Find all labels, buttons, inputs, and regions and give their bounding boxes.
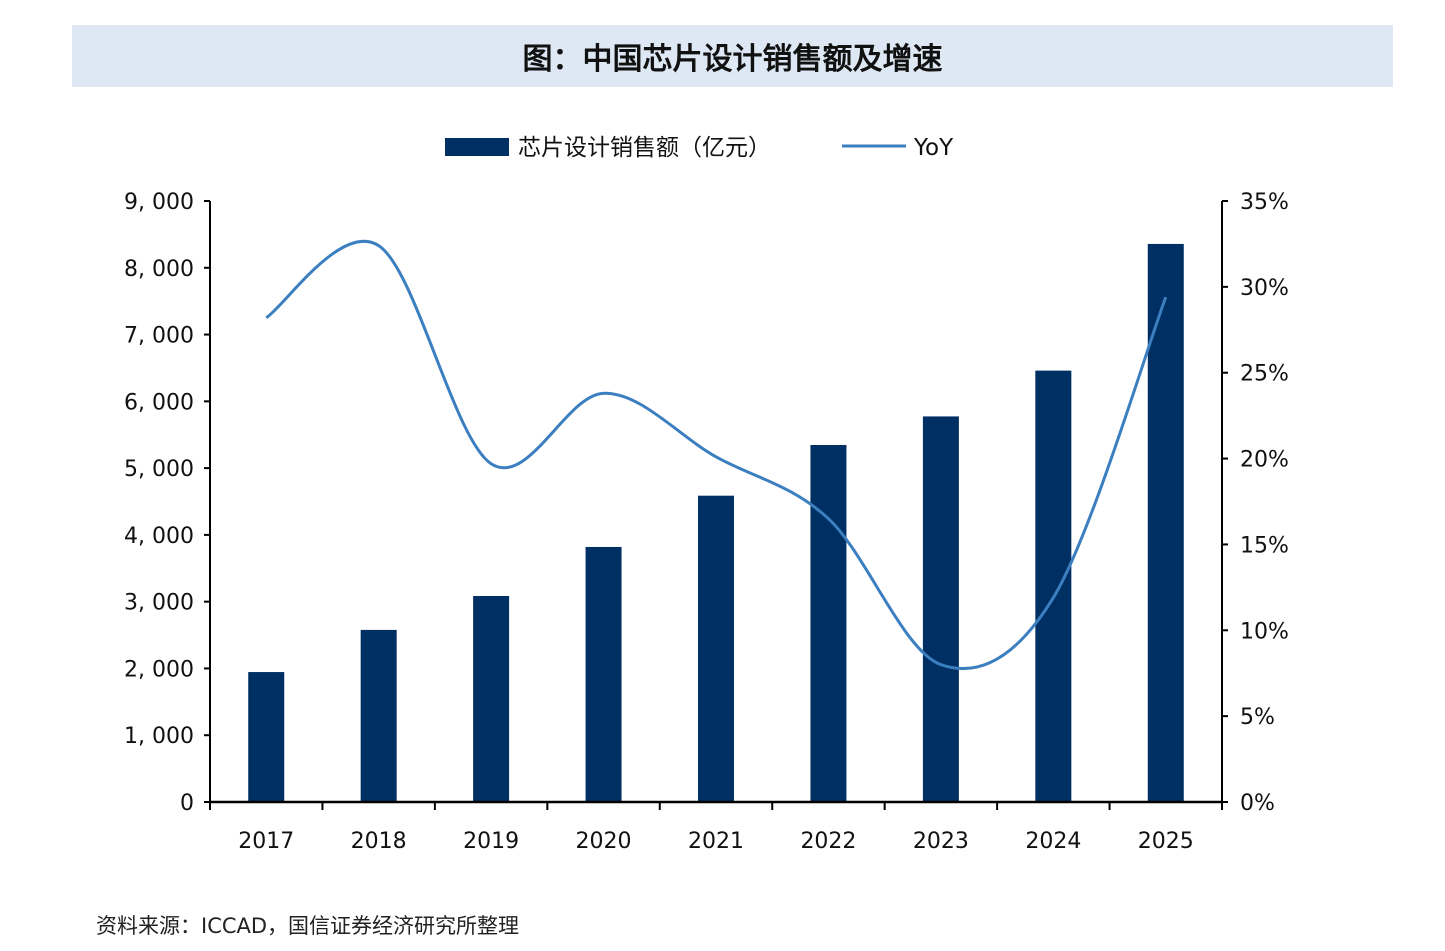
chart-title: 图：中国芯片设计销售额及增速 bbox=[72, 25, 1393, 87]
x-tick-label: 2020 bbox=[576, 829, 632, 854]
right-tick-label: 30% bbox=[1240, 276, 1289, 301]
bar-2018 bbox=[360, 629, 397, 802]
x-tick-label: 2024 bbox=[1025, 829, 1081, 854]
source-note: 资料来源：ICCAD，国信证券经济研究所整理 bbox=[96, 914, 520, 938]
right-tick-label: 0% bbox=[1240, 791, 1275, 816]
x-tick-label: 2021 bbox=[688, 829, 744, 854]
left-tick-label: 1, 000 bbox=[124, 724, 194, 749]
left-tick-label: 5, 000 bbox=[124, 457, 194, 482]
left-tick-label: 2, 000 bbox=[124, 657, 194, 682]
left-tick-label: 3, 000 bbox=[124, 591, 194, 616]
right-tick-label: 25% bbox=[1240, 362, 1289, 387]
bar-2025 bbox=[1147, 243, 1184, 802]
x-tick-label: 2018 bbox=[351, 829, 407, 854]
left-tick-label: 9, 000 bbox=[124, 190, 194, 215]
right-tick-label: 35% bbox=[1240, 190, 1289, 215]
x-tick-label: 2019 bbox=[463, 829, 519, 854]
bar-2024 bbox=[1035, 370, 1072, 802]
right-tick-label: 20% bbox=[1240, 448, 1289, 473]
right-tick-label: 15% bbox=[1240, 533, 1289, 558]
x-tick-label: 2023 bbox=[913, 829, 969, 854]
bar-2022 bbox=[810, 445, 847, 802]
left-tick-label: 6, 000 bbox=[124, 390, 194, 415]
right-tick-label: 10% bbox=[1240, 619, 1289, 644]
x-tick-label: 2022 bbox=[800, 829, 856, 854]
right-tick-label: 5% bbox=[1240, 705, 1275, 730]
legend-bar-label: 芯片设计销售额（亿元） bbox=[518, 135, 771, 161]
bar-2021 bbox=[698, 495, 734, 802]
left-tick-label: 0 bbox=[180, 791, 194, 816]
yoy-line bbox=[265, 239, 1168, 670]
left-tick-label: 4, 000 bbox=[124, 524, 194, 549]
bar-2017 bbox=[248, 672, 285, 802]
bar-2019 bbox=[473, 595, 510, 802]
legend-bar-swatch bbox=[445, 138, 509, 156]
legend-line-label: YoY bbox=[913, 135, 954, 161]
left-tick-label: 7, 000 bbox=[124, 324, 194, 349]
x-tick-label: 2025 bbox=[1138, 829, 1194, 854]
bar-2020 bbox=[585, 546, 622, 802]
bar-2023 bbox=[922, 416, 959, 802]
left-tick-label: 8, 000 bbox=[124, 257, 194, 282]
x-tick-label: 2017 bbox=[238, 829, 294, 854]
